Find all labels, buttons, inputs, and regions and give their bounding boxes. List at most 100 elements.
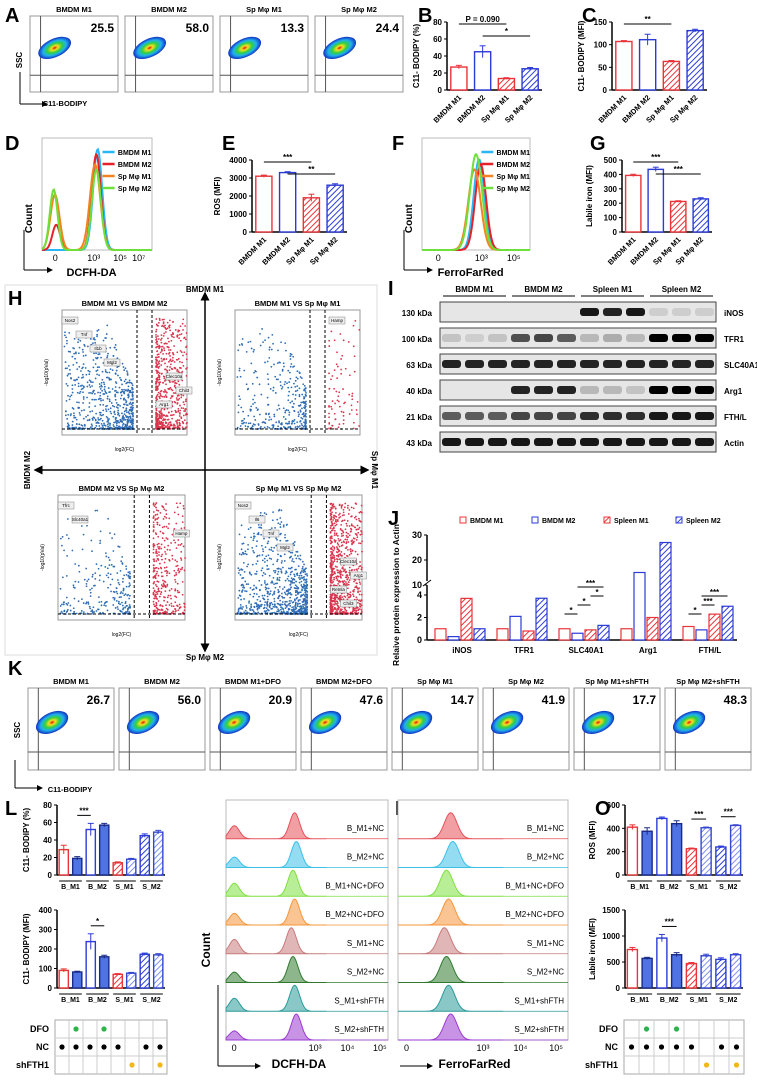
bar	[620, 628, 633, 641]
volcano-point-down	[97, 422, 100, 424]
protein-label: Arg1	[724, 387, 743, 396]
volcano-point-down	[300, 574, 303, 577]
volcano-point-up	[155, 395, 158, 398]
volcano-point-down	[65, 596, 68, 599]
volcano-point-down	[113, 533, 116, 536]
volcano-point-down	[250, 426, 253, 429]
volcano-point-down	[117, 602, 120, 605]
volcano-point-down	[109, 407, 112, 410]
volcano-point-up	[159, 511, 162, 514]
volcano-point-up	[170, 587, 173, 590]
axis-label-bottom: Sp Mφ M2	[186, 653, 225, 662]
volcano-point-down	[99, 391, 102, 394]
volcano-point-up	[340, 507, 343, 509]
volcano-point-down	[71, 549, 74, 552]
flow-plot-title: Sp Mφ M2	[341, 5, 377, 14]
volcano-point-up	[350, 506, 353, 509]
volcano-point-down	[96, 333, 99, 336]
volcano-point-up	[183, 527, 186, 529]
volcano-point-down	[303, 612, 306, 614]
volcano-point-down	[298, 602, 301, 605]
band	[557, 386, 576, 394]
volcano-point-down	[274, 606, 276, 608]
volcano-point-down	[66, 604, 69, 606]
volcano-point-down	[278, 579, 281, 582]
volcano-point-down	[298, 371, 301, 374]
volcano-point-up	[162, 611, 164, 614]
volcano-point-down	[100, 564, 103, 567]
volcano-point-down	[268, 356, 271, 359]
volcano-point-up	[173, 527, 176, 530]
volcano-point-down	[79, 413, 81, 416]
volcano-point-down	[304, 387, 307, 389]
volcano-point-down	[279, 533, 282, 536]
volcano-point-down	[253, 613, 255, 615]
volcano-point-up	[334, 402, 336, 405]
volcano-point-up	[347, 596, 350, 599]
volcano-point-down	[126, 426, 129, 429]
volcano-point-up	[169, 397, 172, 400]
volcano-point-up	[356, 598, 359, 601]
volcano-point-up	[342, 540, 345, 543]
volcano-point-down	[279, 517, 282, 519]
volcano-point-down	[71, 420, 74, 423]
volcano-point-down	[240, 548, 243, 551]
volcano-point-down	[103, 385, 106, 388]
volcano-point-down	[85, 567, 88, 570]
band	[603, 438, 622, 446]
volcano-point-up	[160, 420, 163, 423]
volcano-point-up	[342, 531, 345, 534]
y-tick-label: 1000	[602, 932, 620, 941]
volcano-point-down	[125, 573, 128, 576]
volcano-point-down	[98, 383, 101, 385]
volcano-point-up	[333, 576, 336, 579]
density-blob	[323, 36, 357, 60]
volcano-point-down	[238, 369, 241, 372]
volcano-point-up	[161, 553, 164, 556]
volcano-point-up	[330, 608, 333, 611]
volcano-point-down	[70, 394, 73, 397]
volcano-point-down	[106, 404, 108, 407]
y-tick-label: 80	[433, 18, 442, 27]
volcano-point-up	[167, 594, 170, 597]
volcano-point-up	[183, 609, 186, 612]
volcano-point-up	[165, 607, 168, 610]
volcano-point-up	[341, 504, 344, 506]
volcano-point-down	[284, 342, 287, 345]
volcano-point-down	[128, 419, 131, 421]
volcano-point-up	[173, 423, 175, 426]
gene-label: Tnf	[268, 531, 275, 536]
density-blob	[308, 710, 342, 734]
volcano-point-down	[123, 417, 126, 419]
volcano-point-down	[78, 411, 81, 414]
volcano-point-up	[354, 533, 357, 535]
volcano-point-up	[339, 333, 342, 335]
volcano-point-up	[165, 574, 168, 577]
volcano-point-down	[130, 412, 133, 415]
volcano-point-down	[126, 421, 129, 423]
volcano-point-down	[256, 598, 259, 601]
volcano-point-up	[158, 347, 161, 350]
volcano-point-up	[173, 361, 176, 363]
volcano-point-down	[247, 583, 250, 586]
volcano-point-down	[290, 608, 293, 611]
volcano-point-down	[293, 428, 295, 430]
volcano-point-down	[68, 332, 71, 334]
panel-label: H	[8, 288, 22, 310]
volcano-point-down	[257, 523, 260, 526]
volcano-point-down	[71, 384, 74, 387]
volcano-point-down	[238, 569, 241, 572]
volcano-point-up	[334, 596, 337, 599]
volcano-point-up	[176, 564, 179, 567]
volcano-point-down	[104, 566, 107, 568]
bar	[584, 629, 597, 641]
volcano-point-down	[67, 426, 70, 429]
volcano-point-down	[114, 344, 117, 346]
volcano-point-down	[102, 409, 105, 412]
volcano-point-down	[287, 575, 290, 578]
volcano-point-down	[287, 604, 289, 606]
volcano-point-down	[239, 603, 242, 606]
volcano-point-up	[329, 531, 332, 533]
volcano-point-down	[293, 544, 296, 547]
volcano-point-down	[267, 587, 270, 590]
